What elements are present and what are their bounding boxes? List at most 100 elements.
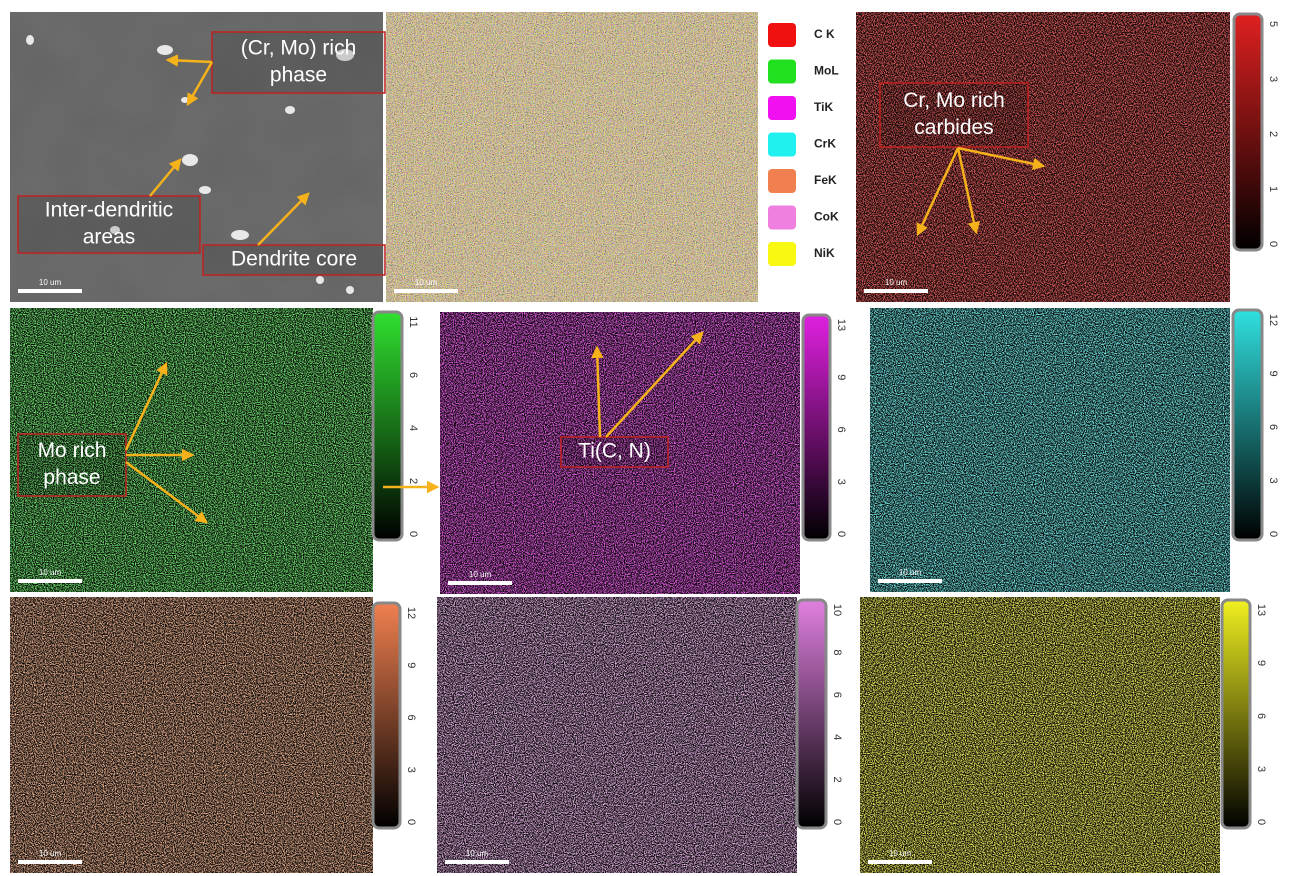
colorbar-tick-label: 6 — [1255, 713, 1267, 719]
scale-bar — [18, 289, 82, 293]
colorbar-tick-label: 1 — [1267, 186, 1279, 192]
colorbar-tick-label: 4 — [831, 734, 843, 740]
particle — [231, 230, 249, 240]
map-texture — [870, 308, 1230, 592]
legend-swatch — [768, 206, 796, 230]
annotation-text: Mo rich — [38, 439, 107, 462]
colorbar-tick-label: 3 — [405, 767, 417, 773]
annotation-text: phase — [43, 466, 100, 489]
legend-swatch — [768, 23, 796, 47]
colorbar-tick-label: 2 — [1267, 131, 1279, 137]
annotation: (Cr, Mo) rich phase — [212, 32, 385, 93]
scale-bar — [18, 579, 82, 583]
scale-bar-label: 10 um — [466, 849, 489, 858]
annotation: Ti(C, N) — [561, 437, 668, 467]
scale-bar — [448, 581, 512, 585]
map-panel: 12 9 6 3 0 10 um — [10, 597, 417, 873]
annotation-text: Cr, Mo rich — [903, 89, 1005, 112]
colorbar-tick-label: 0 — [831, 819, 843, 825]
scale-bar — [878, 579, 942, 583]
annotation: Mo rich phase — [18, 434, 126, 496]
colorbar-tick-label: 6 — [835, 426, 847, 432]
colorbar-tick-label: 13 — [835, 319, 847, 331]
legend-swatch — [768, 133, 796, 157]
colorbar-tick-label: 8 — [831, 649, 843, 655]
map-panel: 10 8 6 4 2 0 10 um — [437, 597, 843, 873]
colorbar — [1222, 600, 1250, 828]
legend-label: NiK — [814, 246, 835, 260]
colorbar-tick-label: 9 — [1255, 660, 1267, 666]
colorbar-tick-label: 0 — [835, 531, 847, 537]
colorbar-tick-label: 4 — [407, 425, 419, 431]
legend-label: C K — [814, 27, 835, 41]
annotation-text: (Cr, Mo) rich — [241, 37, 357, 60]
scale-bar-label: 10 um — [39, 568, 62, 577]
annotation-text: Ti(C, N) — [578, 440, 651, 463]
colorbar-tick-label: 3 — [1267, 477, 1279, 483]
map-texture — [860, 597, 1220, 873]
colorbar-tick-label: 3 — [1267, 76, 1279, 82]
scale-bar — [868, 860, 932, 864]
colorbar-tick-label: 3 — [1255, 766, 1267, 772]
colorbar-tick-label: 11 — [407, 316, 419, 327]
annotation-text: Dendrite core — [231, 248, 357, 271]
particle — [316, 276, 324, 284]
colorbar-tick-label: 0 — [405, 819, 417, 825]
particle — [26, 35, 34, 45]
colorbar-tick-label: 0 — [407, 531, 419, 537]
map-texture — [437, 597, 797, 873]
map-texture — [856, 12, 1230, 302]
scale-bar-label: 10 um — [415, 278, 438, 287]
map-panel: 10 um — [386, 12, 758, 302]
colorbar-tick-label: 0 — [1255, 819, 1267, 825]
scale-bar-label: 10 um — [39, 849, 62, 858]
scale-bar-label: 10 um — [39, 278, 62, 287]
annotation: Dendrite core — [203, 245, 385, 275]
legend-label: MoL — [814, 64, 839, 78]
particle — [157, 45, 173, 55]
colorbar-tick-label: 6 — [405, 714, 417, 720]
colorbar-tick-label: 3 — [835, 479, 847, 485]
colorbar-tick-label: 12 — [1267, 314, 1279, 326]
annotation-text: phase — [270, 64, 327, 87]
colorbar-tick-label: 9 — [1267, 370, 1279, 376]
colorbar-tick-label: 9 — [835, 374, 847, 380]
particle — [285, 106, 295, 114]
colorbar — [1234, 14, 1262, 250]
colorbar — [803, 315, 830, 540]
annotation-text: carbides — [914, 116, 993, 139]
scale-bar-label: 10 um — [469, 570, 492, 579]
particle — [199, 186, 211, 194]
annotation-text: areas — [83, 226, 136, 249]
colorbar-tick-label: 6 — [831, 692, 843, 698]
scale-bar — [445, 860, 509, 864]
colorbar — [373, 603, 400, 828]
colorbar-tick-label: 0 — [1267, 531, 1279, 537]
scale-bar — [394, 289, 458, 293]
map-texture — [386, 12, 758, 302]
legend-label: FeK — [814, 173, 837, 187]
colorbar-tick-label: 13 — [1255, 604, 1267, 616]
colorbar-tick-label: 9 — [405, 662, 417, 668]
particle — [346, 286, 354, 294]
particle — [182, 154, 198, 166]
colorbar-tick-label: 2 — [407, 478, 419, 484]
colorbar-tick-label: 5 — [1267, 21, 1279, 27]
scale-bar — [864, 289, 928, 293]
legend-swatch — [768, 96, 796, 120]
map-texture — [10, 597, 373, 873]
colorbar-tick-label: 10 — [831, 604, 843, 616]
colorbar — [373, 312, 402, 540]
colorbar — [797, 600, 826, 828]
annotation: Cr, Mo rich carbides — [880, 83, 1028, 147]
legend-label: CrK — [814, 137, 836, 151]
colorbar-tick-label: 12 — [405, 607, 417, 619]
legend-label: TiK — [814, 100, 833, 114]
colorbar-tick-label: 2 — [831, 777, 843, 783]
scale-bar — [18, 860, 82, 864]
colorbar-tick-label: 6 — [407, 372, 419, 378]
colorbar — [1233, 310, 1262, 540]
